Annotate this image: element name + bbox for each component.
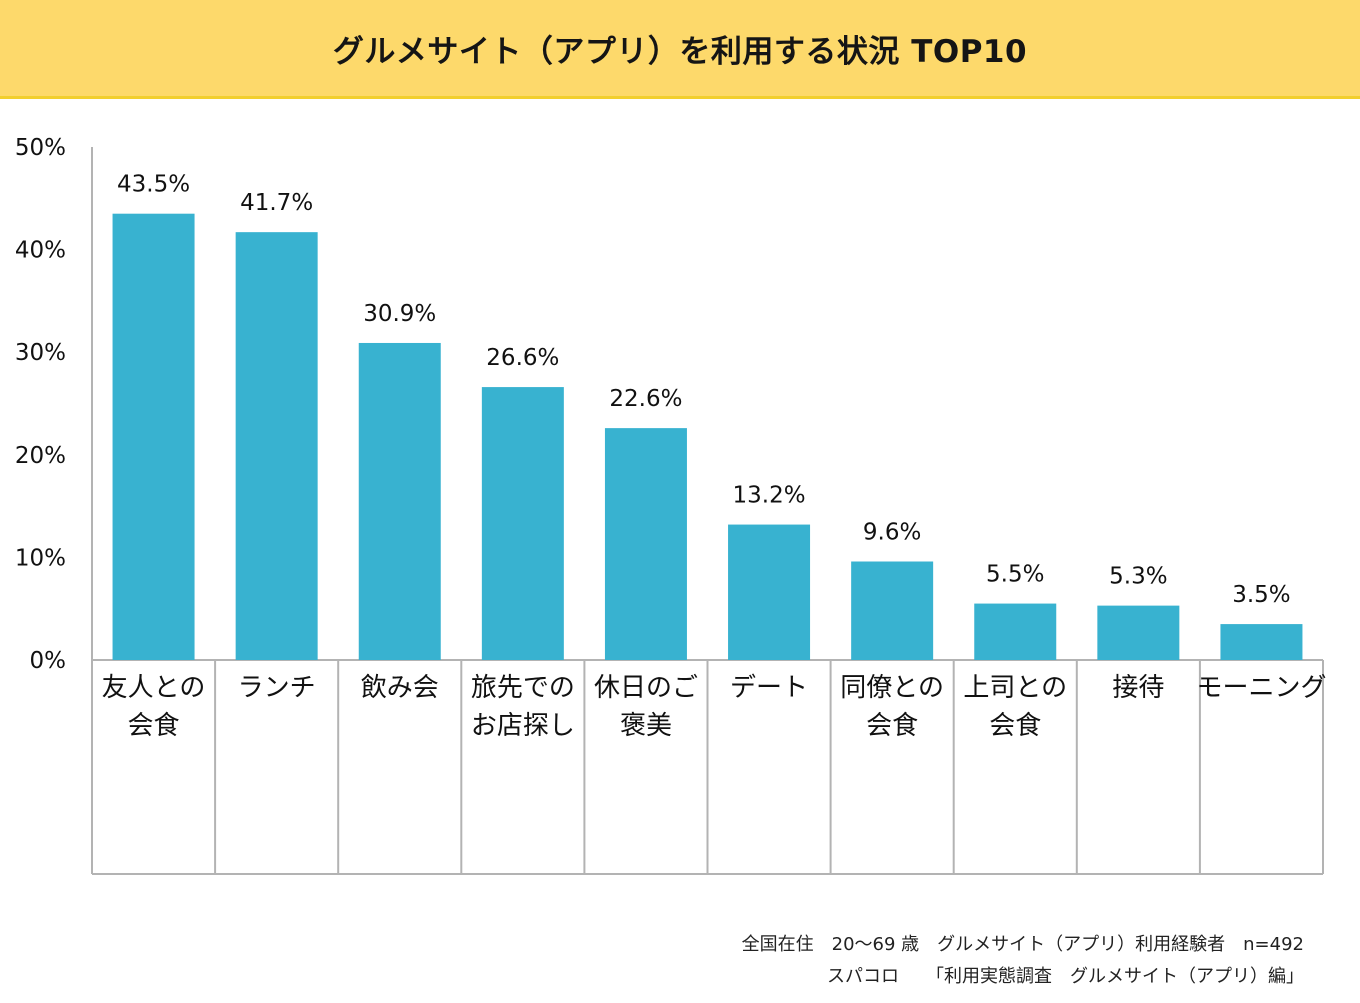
category-label: 会食 xyxy=(866,711,918,741)
data-label: 41.7% xyxy=(240,190,313,216)
data-label: 5.5% xyxy=(986,562,1044,588)
category-label: ランチ xyxy=(238,673,316,703)
category-label: 飲み会 xyxy=(361,673,439,703)
data-label: 13.2% xyxy=(733,483,806,509)
bar xyxy=(235,232,318,660)
data-label: 43.5% xyxy=(117,172,190,198)
category-label: 褒美 xyxy=(620,711,672,741)
footnote-sample: 全国在住 20～69 歳 グルメサイト（アプリ）利用経験者 n=492 xyxy=(741,934,1304,955)
bar xyxy=(604,428,687,660)
category-label: 会食 xyxy=(989,711,1041,741)
y-tick-label: 0% xyxy=(30,648,67,674)
category-label: 休日のご xyxy=(594,673,698,703)
y-tick-label: 10% xyxy=(15,545,66,571)
category-label: モーニング xyxy=(1196,673,1326,703)
bar xyxy=(728,524,811,660)
category-label: 会食 xyxy=(128,711,180,741)
y-tick-label: 20% xyxy=(15,443,66,469)
bar xyxy=(851,561,934,660)
category-label: 上司との xyxy=(963,673,1067,703)
category-label: 旅先での xyxy=(471,673,575,703)
data-label: 5.3% xyxy=(1109,564,1167,590)
category-label: 接待 xyxy=(1112,673,1164,703)
bar xyxy=(1220,624,1303,660)
category-label: 同僚との xyxy=(840,673,944,703)
data-label: 30.9% xyxy=(363,301,436,327)
category-label: お店探し xyxy=(471,711,575,741)
data-label: 3.5% xyxy=(1232,582,1290,608)
category-label: 友人との xyxy=(102,673,206,703)
y-tick-label: 30% xyxy=(15,340,66,366)
y-tick-label: 50% xyxy=(15,135,66,161)
data-label: 9.6% xyxy=(863,520,921,546)
bar xyxy=(358,342,441,660)
y-tick-label: 40% xyxy=(15,238,66,264)
bar xyxy=(1097,605,1180,660)
bar xyxy=(974,603,1057,660)
chart-title-banner: グルメサイト（アプリ）を利用する状況 TOP10 xyxy=(0,0,1360,99)
chart-title: グルメサイト（アプリ）を利用する状況 TOP10 xyxy=(332,33,1028,70)
bar xyxy=(481,387,564,660)
footnote-source: スパコロ 「利用実態調査 グルメサイト（アプリ）編」 xyxy=(827,966,1304,987)
category-label: デート xyxy=(730,673,808,703)
data-label: 22.6% xyxy=(609,386,682,412)
data-label: 26.6% xyxy=(486,345,559,371)
bar xyxy=(112,213,195,660)
